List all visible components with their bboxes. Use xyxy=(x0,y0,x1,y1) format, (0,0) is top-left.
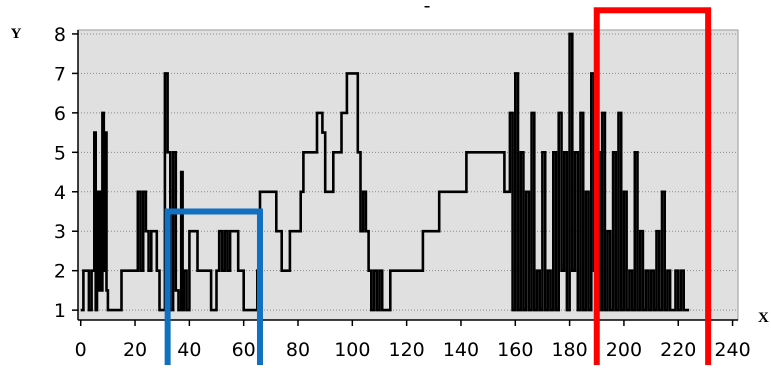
y-tick-label: 8 xyxy=(54,24,66,46)
y-tick-label: 7 xyxy=(54,63,66,85)
x-tick-label: 200 xyxy=(606,339,642,361)
x-tick-label: 160 xyxy=(497,339,533,361)
y-axis-label: Y xyxy=(11,26,22,42)
x-tick-label: 40 xyxy=(177,339,201,361)
x-tick-label: 20 xyxy=(123,339,147,361)
y-tick-label: 2 xyxy=(54,261,66,283)
series-layer xyxy=(80,32,690,312)
x-tick-label: 180 xyxy=(551,339,587,361)
x-tick-label: 220 xyxy=(660,339,696,361)
x-axis-label: X xyxy=(758,310,769,326)
series-line xyxy=(80,32,690,312)
x-tick-label: 100 xyxy=(334,339,370,361)
x-tick-label: 0 xyxy=(75,339,87,361)
y-tick-label: 4 xyxy=(54,182,66,204)
x-tick-label: 80 xyxy=(286,339,310,361)
x-tick-label: 60 xyxy=(232,339,256,361)
y-tick-label: 1 xyxy=(54,300,66,322)
x-tick-label: 240 xyxy=(714,339,750,361)
y-tick-label: 6 xyxy=(54,103,66,125)
x-tick-label: 120 xyxy=(389,339,425,361)
y-tick-label: 5 xyxy=(54,142,66,164)
chart-title: - xyxy=(424,0,431,17)
y-tick-label: 3 xyxy=(54,221,66,243)
x-tick-label: 140 xyxy=(443,339,479,361)
